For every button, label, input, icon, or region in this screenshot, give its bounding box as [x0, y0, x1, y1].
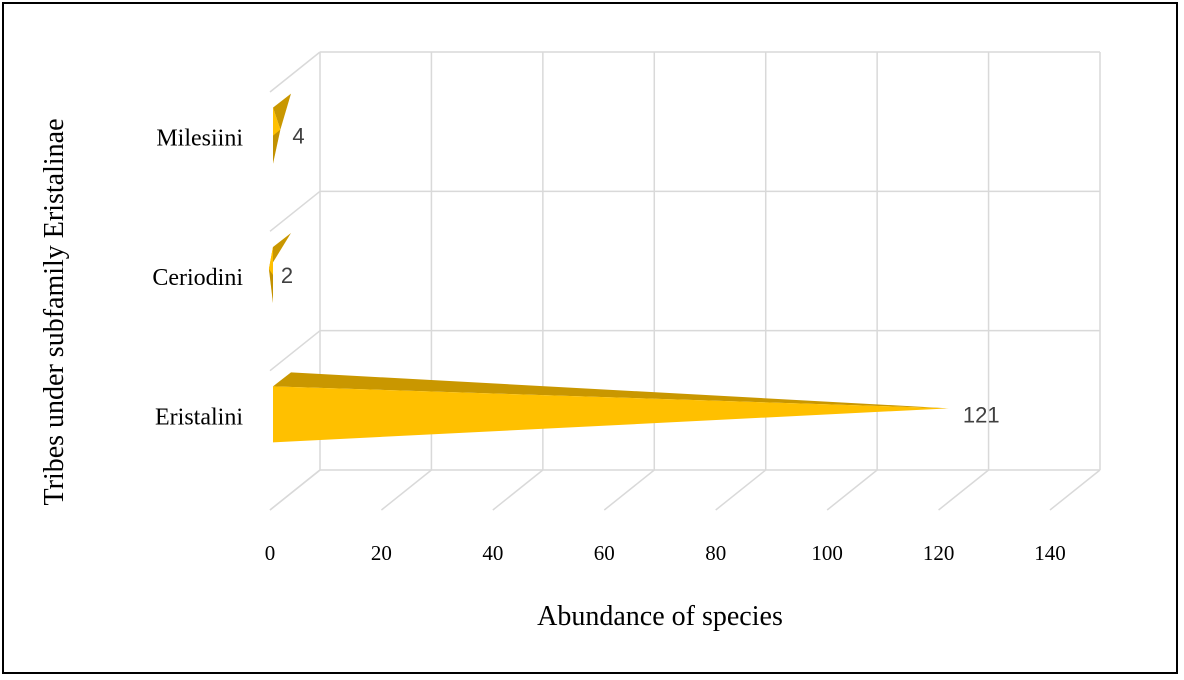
x-tick-label: 40 — [482, 541, 503, 565]
bar-top-face — [268, 233, 291, 269]
bar — [268, 233, 291, 303]
bar-shadow-face — [268, 269, 273, 303]
grid-line-depth — [269, 330, 321, 372]
grid-line-depth — [269, 190, 321, 232]
bar-top-face — [273, 93, 291, 130]
x-axis-title: Abundance of species — [537, 601, 783, 632]
x-tick-label: 60 — [594, 541, 615, 565]
bar-front-face — [273, 386, 949, 443]
grid-line-floor — [603, 469, 655, 511]
grid-line-floor — [269, 469, 321, 511]
bar-top-face — [273, 372, 949, 409]
grid-line-floor — [715, 469, 767, 511]
data-label: 2 — [281, 263, 293, 288]
x-tick-label: 120 — [923, 541, 955, 565]
bar — [273, 372, 949, 443]
y-axis-title: Tribes under subfamily Eristalinae — [39, 118, 70, 505]
data-label: 121 — [963, 402, 1000, 427]
x-tick-label: 0 — [265, 541, 276, 565]
bar — [273, 93, 291, 164]
data-label: 4 — [292, 124, 304, 149]
category-label: Ceriodini — [152, 265, 243, 291]
grid-line-floor — [826, 469, 878, 511]
grid-line-floor — [938, 469, 990, 511]
grid — [269, 51, 1101, 511]
grid-line-floor — [1049, 469, 1101, 511]
x-tick-label: 100 — [811, 541, 843, 565]
grid-line-floor — [380, 469, 432, 511]
category-label: Milesiini — [156, 126, 243, 152]
x-tick-label: 80 — [705, 541, 726, 565]
grid-line-depth — [269, 51, 321, 93]
x-tick-label: 140 — [1034, 541, 1066, 565]
bars — [268, 93, 949, 443]
grid-line-floor — [492, 469, 544, 511]
bar-shadow-face — [273, 129, 281, 164]
x-tick-label: 20 — [371, 541, 392, 565]
labels: 0 20 40 60 80 100 120 140 4 Milesiini 2 Ceriodini 12… — [152, 124, 1065, 565]
category-label: Eristalini — [155, 404, 243, 430]
